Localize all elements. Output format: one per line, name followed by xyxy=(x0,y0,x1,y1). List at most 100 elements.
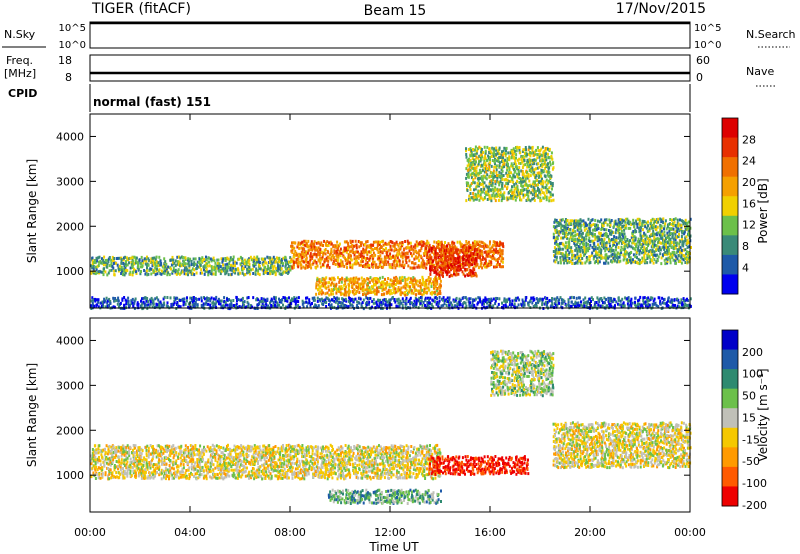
power-cell-0 xyxy=(163,271,166,275)
power-cell-3 xyxy=(459,248,462,252)
power-cell-1 xyxy=(351,247,354,251)
power-cell-6 xyxy=(270,304,273,308)
nsearch-label: N.Search xyxy=(746,28,796,41)
power-cell-2 xyxy=(351,284,354,288)
power-cell-4 xyxy=(492,178,495,181)
power-cell-0 xyxy=(160,269,163,273)
power-cell-5 xyxy=(566,255,569,259)
power-cell-4 xyxy=(533,189,536,193)
power-cell-1 xyxy=(372,243,375,247)
power-cell-4 xyxy=(491,171,494,175)
power-cell-6 xyxy=(411,301,413,305)
power-cell-2 xyxy=(386,283,389,287)
power-cell-6 xyxy=(281,298,284,302)
power-cell-5 xyxy=(636,225,639,229)
power-cell-3 xyxy=(440,267,443,271)
power-cell-6 xyxy=(314,303,317,307)
power-cell-6 xyxy=(151,298,154,302)
power-cell-5 xyxy=(631,234,634,238)
power-cell-3 xyxy=(472,256,474,260)
power-cell-5 xyxy=(590,219,593,222)
power-cell-1 xyxy=(401,241,404,244)
power-cell-5 xyxy=(663,230,666,234)
power-cell-3 xyxy=(437,255,440,259)
power-cell-5 xyxy=(604,261,607,265)
power-cell-0 xyxy=(280,259,283,263)
power-cell-5 xyxy=(564,259,566,262)
power-cell-1 xyxy=(496,258,499,261)
power-cell-5 xyxy=(653,250,656,254)
power-cell-5 xyxy=(609,223,612,227)
power-cell-5 xyxy=(648,255,651,259)
power-cell-0 xyxy=(199,262,201,266)
power-cell-6 xyxy=(229,299,232,303)
power-cell-3 xyxy=(448,274,451,278)
power-cell-0 xyxy=(154,273,157,277)
power-cell-4 xyxy=(513,190,516,194)
power-cell-5 xyxy=(560,226,563,230)
power-cell-5 xyxy=(619,222,622,226)
power-cell-6 xyxy=(205,299,208,303)
power-cell-5 xyxy=(671,251,674,254)
power-cell-5 xyxy=(625,261,628,265)
power-cell-4 xyxy=(511,194,514,198)
power-cell-3 xyxy=(471,252,473,256)
power-cell-5 xyxy=(555,231,558,234)
power-cell-0 xyxy=(232,255,235,259)
power-cell-0 xyxy=(237,257,240,261)
power-cell-4 xyxy=(545,183,548,187)
power-cell-4 xyxy=(480,163,483,167)
power-cell-4 xyxy=(513,188,516,192)
power-cell-6 xyxy=(470,304,473,308)
power-cell-1 xyxy=(293,252,295,256)
power-cell-5 xyxy=(626,245,629,249)
power-cell-0 xyxy=(288,260,290,264)
power-cell-5 xyxy=(564,253,567,257)
power-cell-4 xyxy=(512,180,515,184)
power-cell-5 xyxy=(581,242,584,245)
power-cell-5 xyxy=(577,224,580,228)
power-cell-0 xyxy=(145,269,148,273)
power-cell-2 xyxy=(367,283,369,287)
power-cell-5 xyxy=(657,220,660,224)
power-cell-0 xyxy=(289,264,292,268)
power-cell-1 xyxy=(337,244,340,248)
power-cell-3 xyxy=(466,261,469,265)
power-cell-6 xyxy=(276,301,279,305)
power-cell-2 xyxy=(377,290,380,294)
power-cell-0 xyxy=(94,259,96,262)
power-cell-1 xyxy=(347,253,350,257)
power-cell-5 xyxy=(650,219,653,222)
power-cell-3 xyxy=(438,273,441,277)
power-cell-5 xyxy=(654,226,657,230)
power-cell-0 xyxy=(241,268,244,272)
power-cell-2 xyxy=(430,282,433,286)
power-cell-2 xyxy=(358,277,361,281)
power-cell-2 xyxy=(406,291,409,295)
power-cell-5 xyxy=(619,253,622,257)
power-cell-6 xyxy=(278,303,281,307)
power-cell-3 xyxy=(442,266,445,270)
power-cell-4 xyxy=(478,154,481,158)
power-cell-1 xyxy=(491,257,494,261)
power-cell-6 xyxy=(404,305,407,309)
power-cell-0 xyxy=(144,262,147,266)
power-cell-0 xyxy=(172,258,175,262)
power-cell-5 xyxy=(615,248,617,252)
power-cell-4 xyxy=(491,194,494,198)
power-cell-6 xyxy=(313,296,316,300)
power-cell-0 xyxy=(119,267,122,271)
power-cell-5 xyxy=(570,246,573,250)
power-cell-4 xyxy=(536,153,539,156)
power-cell-1 xyxy=(383,263,386,267)
power-cell-1 xyxy=(376,248,379,252)
power-cell-5 xyxy=(681,219,684,223)
power-cell-1 xyxy=(298,246,301,250)
power-cell-4 xyxy=(547,190,550,194)
power-cell-6 xyxy=(193,299,195,303)
power-cell-4 xyxy=(493,196,496,200)
power-cell-1 xyxy=(301,259,304,263)
power-cell-0 xyxy=(187,261,190,265)
power-cell-2 xyxy=(345,285,347,289)
